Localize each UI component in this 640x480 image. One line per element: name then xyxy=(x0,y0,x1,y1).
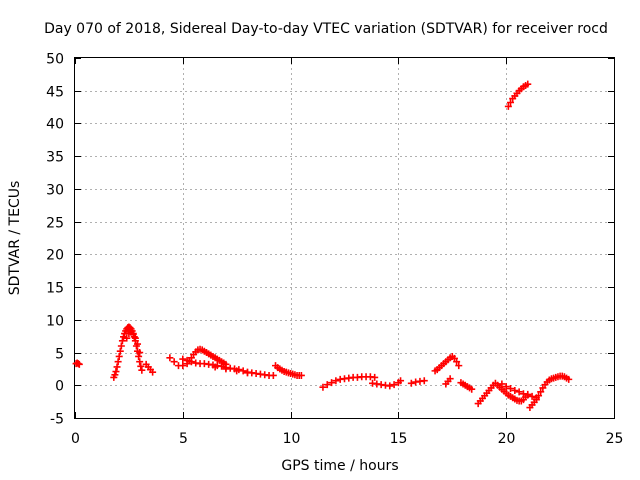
data-point xyxy=(297,371,305,379)
data-point xyxy=(149,368,157,376)
data-point xyxy=(179,355,187,363)
plot-frame xyxy=(74,57,615,419)
data-point xyxy=(537,388,545,396)
data-point xyxy=(179,362,187,370)
y-tick-label: 0 xyxy=(55,379,64,395)
data-point xyxy=(187,358,195,366)
data-point xyxy=(129,330,137,338)
y-tick-label: 25 xyxy=(46,216,64,232)
data-point xyxy=(115,352,123,360)
x-tick-label: 5 xyxy=(179,431,188,447)
data-point xyxy=(183,356,191,364)
data-point xyxy=(498,380,506,388)
y-tick-label: -5 xyxy=(50,412,64,428)
data-point xyxy=(137,362,145,370)
data-point xyxy=(211,363,219,371)
chart-title: Day 070 of 2018, Sidereal Day-to-day VTE… xyxy=(44,21,608,37)
data-point xyxy=(135,352,143,360)
data-point xyxy=(442,380,450,388)
data-point xyxy=(504,102,512,110)
data-point xyxy=(120,333,128,341)
data-point xyxy=(519,390,527,398)
data-point xyxy=(507,99,515,107)
x-tick-label: 20 xyxy=(498,431,516,447)
y-tick-label: 35 xyxy=(46,150,64,166)
data-point xyxy=(455,362,463,370)
data-point xyxy=(386,382,394,390)
data-point xyxy=(136,349,144,357)
data-point xyxy=(502,383,510,391)
data-point xyxy=(123,334,131,342)
data-point xyxy=(371,373,379,381)
data-point xyxy=(507,385,515,393)
data-point xyxy=(332,377,340,385)
data-point xyxy=(218,362,226,370)
y-axis-label: SDTVAR / TECUs xyxy=(7,181,23,296)
x-tick-label: 15 xyxy=(390,431,408,447)
axis-ticks: 0 5 10 15 20 25 -5 0 5 10 15 20 25 30 35 40 45 50 xyxy=(46,52,623,448)
data-point xyxy=(136,358,144,366)
data-point xyxy=(323,381,331,389)
data-point xyxy=(515,388,523,396)
data-point xyxy=(111,371,119,379)
data-point xyxy=(114,358,122,366)
data-point xyxy=(397,377,405,385)
x-tick-label: 10 xyxy=(283,431,301,447)
y-tick-label: 30 xyxy=(46,183,64,199)
y-tick-label: 10 xyxy=(46,314,64,330)
data-point xyxy=(116,347,124,355)
data-points xyxy=(72,80,573,412)
data-point xyxy=(166,354,174,362)
grid xyxy=(75,58,614,418)
data-point xyxy=(239,367,247,375)
data-point xyxy=(117,342,125,350)
data-point xyxy=(138,366,146,374)
data-point xyxy=(75,360,83,368)
data-point xyxy=(407,379,415,387)
data-point xyxy=(118,337,126,345)
data-point xyxy=(233,367,241,375)
x-tick-label: 0 xyxy=(71,431,80,447)
y-tick-label: 50 xyxy=(46,52,64,68)
data-point xyxy=(390,381,398,389)
y-tick-label: 45 xyxy=(46,85,64,101)
data-point xyxy=(243,369,251,377)
y-tick-label: 5 xyxy=(55,347,64,363)
y-tick-label: 20 xyxy=(46,248,64,264)
data-point xyxy=(131,334,139,342)
data-point xyxy=(511,387,519,395)
data-point xyxy=(269,371,277,379)
x-tick-label: 25 xyxy=(606,431,624,447)
data-point xyxy=(113,363,121,371)
data-point xyxy=(565,375,573,383)
data-point xyxy=(319,383,327,391)
data-point xyxy=(524,80,532,88)
data-point xyxy=(222,365,230,373)
data-point xyxy=(420,377,428,385)
data-point xyxy=(528,392,536,400)
y-tick-label: 40 xyxy=(46,117,64,133)
data-point xyxy=(134,340,142,348)
data-point xyxy=(112,368,120,376)
data-point xyxy=(468,385,476,393)
data-point xyxy=(524,391,532,399)
x-axis-label: GPS time / hours xyxy=(281,458,398,474)
data-point xyxy=(453,358,461,366)
data-point xyxy=(328,379,336,387)
data-point xyxy=(532,394,540,402)
data-point xyxy=(170,358,178,366)
y-tick-label: 15 xyxy=(46,281,64,297)
